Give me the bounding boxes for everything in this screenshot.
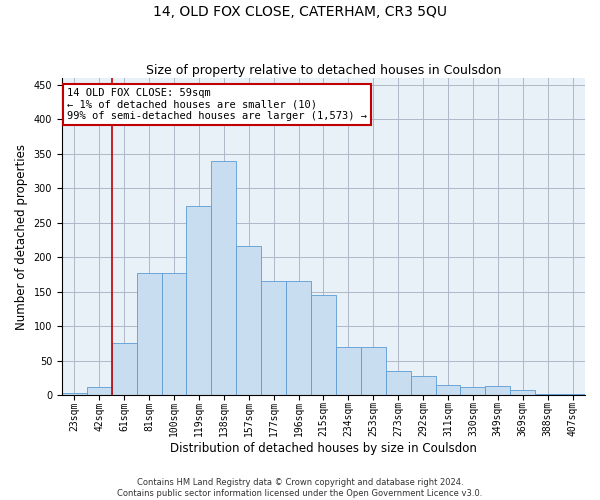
Text: Contains HM Land Registry data © Crown copyright and database right 2024.
Contai: Contains HM Land Registry data © Crown c…	[118, 478, 482, 498]
Bar	[311, 295, 336, 395]
Bar	[460, 388, 485, 395]
Bar	[485, 386, 510, 395]
Bar	[560, 394, 585, 395]
Bar	[87, 388, 112, 395]
Bar	[535, 394, 560, 395]
Bar	[510, 390, 535, 395]
Bar	[261, 282, 286, 395]
Bar	[386, 371, 410, 395]
Bar	[211, 161, 236, 395]
Bar	[187, 206, 211, 395]
Y-axis label: Number of detached properties: Number of detached properties	[15, 144, 28, 330]
Bar	[410, 376, 436, 395]
Bar	[112, 344, 137, 395]
Bar	[436, 384, 460, 395]
Bar	[286, 282, 311, 395]
Bar	[236, 246, 261, 395]
Text: 14, OLD FOX CLOSE, CATERHAM, CR3 5QU: 14, OLD FOX CLOSE, CATERHAM, CR3 5QU	[153, 5, 447, 19]
Bar	[361, 346, 386, 395]
Bar	[336, 346, 361, 395]
Text: 14 OLD FOX CLOSE: 59sqm
← 1% of detached houses are smaller (10)
99% of semi-det: 14 OLD FOX CLOSE: 59sqm ← 1% of detached…	[67, 88, 367, 121]
Bar	[62, 393, 87, 395]
Bar	[137, 273, 161, 395]
Bar	[161, 273, 187, 395]
X-axis label: Distribution of detached houses by size in Coulsdon: Distribution of detached houses by size …	[170, 442, 477, 455]
Title: Size of property relative to detached houses in Coulsdon: Size of property relative to detached ho…	[146, 64, 501, 77]
